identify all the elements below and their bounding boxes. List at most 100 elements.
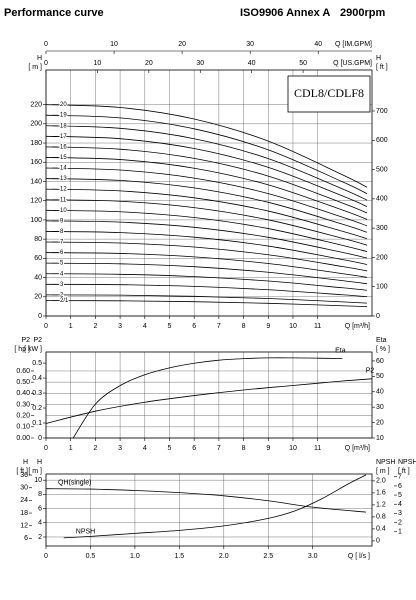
- y3-tick-label: 0.4: [32, 375, 42, 382]
- x-tick-label: 7: [217, 323, 221, 330]
- curve-label: 5: [60, 261, 64, 267]
- x3-tick-label: 10: [94, 60, 102, 67]
- x-tick-label: 8: [242, 445, 246, 452]
- y4-tick-label: 6: [398, 483, 402, 490]
- x-tick-label: 10: [289, 445, 297, 452]
- y2-axis-unit: [ % ]: [376, 346, 390, 353]
- y3-tick-label: 24: [20, 497, 28, 504]
- curve: [45, 231, 368, 265]
- curve-label: 4: [60, 271, 64, 277]
- y-axis-unit: [ m ]: [28, 468, 42, 475]
- plot-frame: [45, 351, 373, 439]
- y3-tick-label: 0.3: [32, 390, 42, 397]
- x-tick-label: 2.5: [263, 553, 273, 560]
- y2-tick-label: 1.6: [376, 490, 386, 497]
- y2-tick-label: 2.0: [376, 478, 386, 485]
- x-tick-label: 0: [44, 445, 48, 452]
- x3-tick-label: 40: [248, 60, 256, 67]
- standard: ISO9906 Annex A: [240, 7, 330, 19]
- curve-label: NPSH: [76, 529, 95, 536]
- curve: [45, 157, 368, 220]
- curve-label: 14: [60, 166, 67, 172]
- x-tick-label: 8: [242, 323, 246, 330]
- curve: [45, 125, 368, 201]
- x2-tick-label: 0: [44, 41, 48, 48]
- x-tick-label: 11: [314, 323, 321, 330]
- x-tick-label: 1.0: [130, 553, 140, 560]
- y2-axis-title: NPSH: [376, 459, 395, 466]
- x3-tick-label: 0: [44, 60, 48, 67]
- y-axis-unit: [ m ]: [28, 64, 42, 71]
- y2-tick-label: 500: [376, 166, 388, 173]
- curve-label: 6: [60, 250, 64, 256]
- x-tick-label: 1.5: [174, 553, 184, 560]
- x-tick-label: 0.5: [86, 553, 96, 560]
- curve-label: 19: [60, 113, 67, 119]
- y-tick-label: 40: [34, 274, 42, 281]
- y4-tick-label: 4: [398, 501, 402, 508]
- curve: [72, 357, 343, 439]
- y2-axis-unit: [ ft ]: [376, 64, 388, 71]
- curve: [45, 114, 368, 195]
- y-tick-label: 0.10: [16, 424, 30, 431]
- curve-label: 8: [60, 229, 64, 235]
- plot-frame: [45, 473, 373, 547]
- curve: [45, 199, 368, 246]
- curve: [63, 474, 367, 539]
- y3-tick-label: 0: [38, 435, 42, 442]
- y-tick-label: 10: [34, 477, 42, 484]
- x-tick-label: 10: [289, 323, 297, 330]
- y3-axis-title: H: [23, 459, 28, 466]
- y3-tick-label: 30: [20, 485, 28, 492]
- x2-tick-label: 40: [314, 41, 322, 48]
- x-tick-label: 7: [217, 445, 221, 452]
- y4-tick-label: 2: [398, 519, 402, 526]
- curve: [45, 135, 368, 207]
- curve-label: 20: [60, 102, 67, 108]
- x-tick-label: 9: [266, 323, 270, 330]
- page-title: Performance curve: [4, 7, 104, 19]
- y-axis-title: P2: [21, 337, 30, 344]
- y2-tick-label: 10: [376, 435, 384, 442]
- curve-label: P2: [366, 368, 375, 375]
- x2-axis-title: Q [IM.GPM]: [335, 41, 372, 48]
- curve-label: 12: [60, 187, 67, 193]
- y-axis-title: H: [37, 55, 42, 62]
- x-tick-label: 1: [69, 323, 73, 330]
- y4-axis-unit: [ ft ]: [398, 468, 410, 475]
- y4-tick-label: 7: [398, 474, 402, 481]
- y2-tick-label: 1.2: [376, 502, 386, 509]
- y-tick-label: 220: [30, 101, 42, 108]
- y-tick-label: 100: [30, 217, 42, 224]
- y4-tick-label: 3: [398, 510, 402, 517]
- curve-label: 18: [60, 123, 67, 129]
- x-tick-label: 1: [69, 445, 73, 452]
- x-tick-label: 2.0: [219, 553, 229, 560]
- y2-tick-label: 400: [376, 196, 388, 203]
- curve-label: 9: [60, 218, 64, 224]
- y3-axis-unit: [ kW ]: [24, 346, 42, 353]
- y3-tick-label: 12: [20, 523, 28, 530]
- y4-tick-label: 1: [398, 529, 402, 536]
- x-tick-label: 5: [168, 445, 172, 452]
- y4-tick-label: 5: [398, 492, 402, 499]
- x3-tick-label: 30: [196, 60, 204, 67]
- y2-axis-title: Eta: [376, 337, 387, 344]
- y3-tick-label: 0.5: [32, 360, 42, 367]
- y-tick-label: 4: [38, 520, 42, 527]
- y-tick-label: 20: [34, 294, 42, 301]
- x-tick-label: 3: [118, 323, 122, 330]
- y-tick-label: 140: [30, 178, 42, 185]
- curve-label: QH(single): [58, 480, 91, 487]
- curve: [45, 252, 368, 278]
- y-axis-title: H: [37, 459, 42, 466]
- y2-tick-label: 50: [376, 373, 384, 380]
- x-tick-label: 4: [143, 445, 147, 452]
- x-tick-label: 11: [314, 445, 321, 452]
- x-tick-label: 2: [93, 323, 97, 330]
- curve: [45, 220, 368, 259]
- curve: [45, 178, 368, 233]
- curve: [45, 273, 368, 291]
- x-tick-label: 3: [118, 445, 122, 452]
- y-tick-label: 60: [34, 255, 42, 262]
